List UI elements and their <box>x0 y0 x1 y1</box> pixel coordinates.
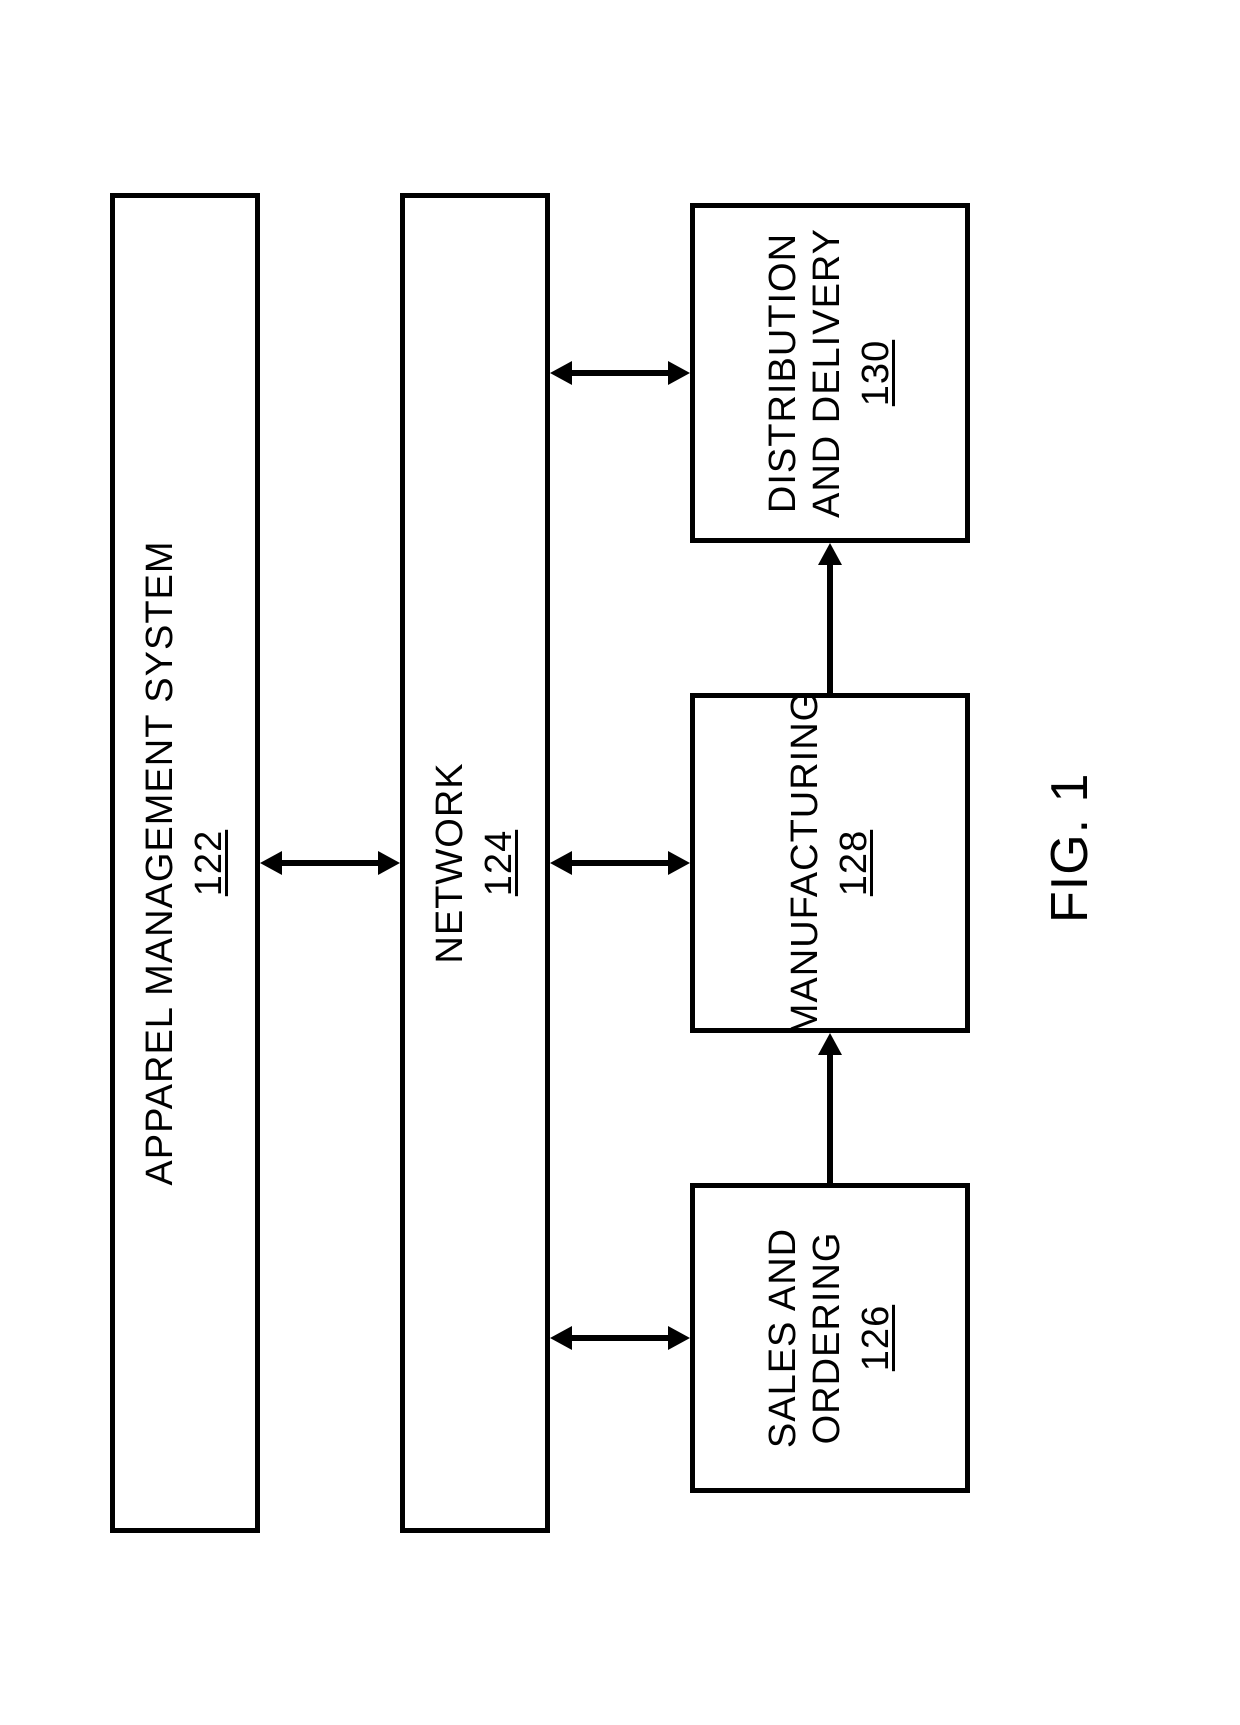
box-network: NETWORK 124 <box>400 193 550 1533</box>
arrow-manufacturing-distribution <box>827 563 833 693</box>
box-ref: 122 <box>188 829 231 895</box>
box-manufacturing: MANUFACTURING 128 <box>690 693 970 1033</box>
arrowhead-right-icon <box>818 1033 842 1055</box>
box-ref: 124 <box>478 829 521 895</box>
arrow-network-manufacturing <box>565 860 675 866</box>
box-ref: 126 <box>855 1304 898 1370</box>
box-distribution-delivery: DISTRIBUTION AND DELIVERY 130 <box>690 203 970 543</box>
arrowhead-down-icon <box>378 851 400 875</box>
arrowhead-up-icon <box>550 361 572 385</box>
arrow-ams-network <box>275 860 385 866</box>
arrowhead-down-icon <box>668 851 690 875</box>
figure-label: FIG. 1 <box>1040 772 1100 922</box>
box-title: NETWORK <box>429 762 473 963</box>
arrow-network-distribution <box>565 370 675 376</box>
box-title: DISTRIBUTION AND DELIVERY <box>762 208 849 538</box>
box-title: SALES AND ORDERING <box>762 1188 849 1488</box>
box-title: MANUFACTURING <box>784 690 828 1034</box>
arrowhead-up-icon <box>260 851 282 875</box>
arrowhead-up-icon <box>550 851 572 875</box>
arrow-network-sales <box>565 1335 675 1341</box>
arrowhead-down-icon <box>668 361 690 385</box>
box-apparel-management-system: APPAREL MANAGEMENT SYSTEM 122 <box>110 193 260 1533</box>
box-sales-ordering: SALES AND ORDERING 126 <box>690 1183 970 1493</box>
arrow-sales-manufacturing <box>827 1053 833 1183</box>
arrowhead-up-icon <box>550 1326 572 1350</box>
diagram-container: APPAREL MANAGEMENT SYSTEM 122 NETWORK 12… <box>70 113 1170 1613</box>
arrowhead-right-icon <box>818 543 842 565</box>
box-title: APPAREL MANAGEMENT SYSTEM <box>139 540 183 1185</box>
box-ref: 128 <box>833 829 876 895</box>
arrowhead-down-icon <box>668 1326 690 1350</box>
box-ref: 130 <box>855 339 898 405</box>
